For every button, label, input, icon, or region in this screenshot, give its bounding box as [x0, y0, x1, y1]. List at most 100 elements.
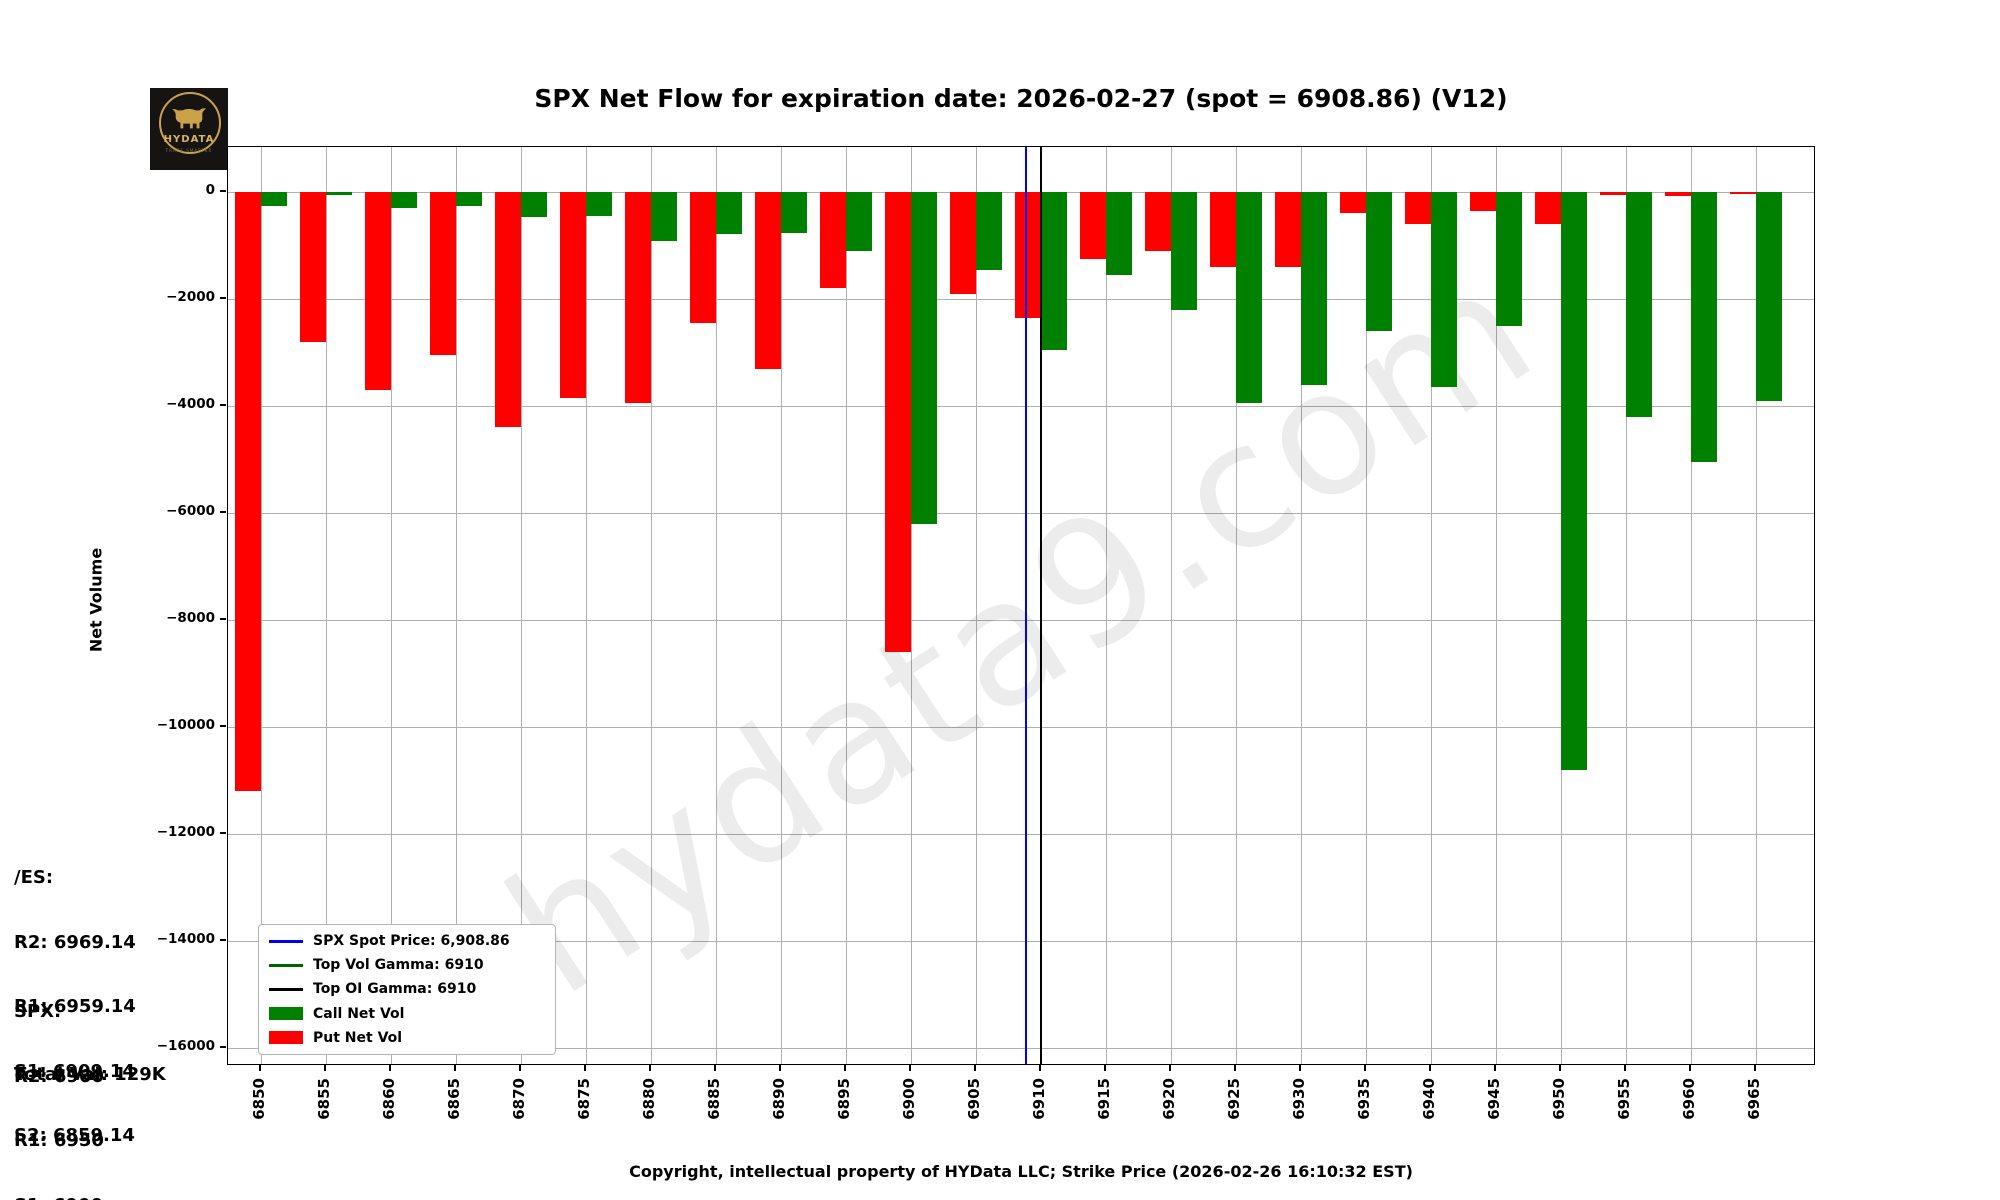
call-net-vol-patch-swatch	[269, 1007, 303, 1021]
x-tick-mark	[324, 1065, 326, 1071]
x-tick-label: 6905	[965, 1078, 983, 1120]
x-tick-label: 6885	[705, 1078, 723, 1120]
gridline-horizontal	[228, 512, 1814, 514]
gridline-vertical	[1495, 147, 1497, 1064]
x-tick-label: 6910	[1030, 1078, 1048, 1120]
put-net-vol-bar	[1080, 192, 1106, 259]
x-tick-label: 6890	[770, 1078, 788, 1120]
put-net-vol-bar	[495, 192, 521, 428]
legend-item-put-net-vol: Put Net Vol	[259, 1027, 555, 1049]
put-net-vol-bar	[1210, 192, 1236, 267]
chart-title: SPX Net Flow for expiration date: 2026-0…	[534, 84, 1508, 113]
hydata-logo: HYDATA TRADE SMARTER	[150, 88, 228, 170]
es-levels-panel: /ES: R2: 6969.14 R1: 6959.14 S1: 6909.14…	[14, 824, 136, 1190]
legend-label: Top OI Gamma: 6910	[313, 981, 477, 998]
gridline-vertical	[1690, 147, 1692, 1064]
copyright-x-axis-label: Copyright, intellectual property of HYDa…	[629, 1162, 1413, 1181]
x-tick-mark	[1169, 1065, 1171, 1071]
y-tick-mark	[220, 404, 226, 406]
put-net-vol-bar	[235, 192, 261, 792]
call-net-vol-bar	[586, 192, 612, 217]
gridline-vertical	[585, 147, 587, 1064]
put-net-vol-bar	[430, 192, 456, 356]
y-axis-title: Net Volume	[86, 547, 106, 653]
gridline-vertical	[390, 147, 392, 1064]
put-net-vol-bar	[690, 192, 716, 324]
gridline-vertical	[1300, 147, 1302, 1064]
call-net-vol-bar	[1106, 192, 1132, 275]
x-tick-label: 6855	[315, 1078, 333, 1120]
y-tick-label: −16000	[156, 1038, 215, 1054]
x-tick-mark	[844, 1065, 846, 1071]
gridline-horizontal	[228, 940, 1814, 942]
legend-label: Call Net Vol	[313, 1005, 405, 1022]
call-net-vol-bar	[521, 192, 547, 217]
y-tick-label: −8000	[166, 610, 215, 626]
y-tick-label: 0	[205, 182, 215, 198]
gridline-vertical	[715, 147, 717, 1064]
call-net-vol-bar	[1171, 192, 1197, 310]
call-net-vol-bar	[456, 192, 482, 206]
x-tick-mark	[1299, 1065, 1301, 1071]
es-r2: R2: 6969.14	[14, 931, 136, 953]
y-tick-label: −10000	[156, 717, 215, 733]
spx-levels-panel: SPX: R2: 6960 R1: 6950 S1: 6900 S2: 6850	[14, 958, 104, 1200]
y-tick-mark	[220, 725, 226, 727]
x-tick-label: 6850	[250, 1078, 268, 1120]
gridline-vertical	[1365, 147, 1367, 1064]
call-net-vol-bar	[391, 192, 417, 209]
x-tick-label: 6935	[1355, 1078, 1373, 1120]
y-tick-label: −4000	[166, 396, 215, 412]
x-tick-mark	[1039, 1065, 1041, 1071]
logo-sub-text: TRADE SMARTER	[165, 148, 213, 153]
gridline-horizontal	[228, 405, 1814, 407]
call-net-vol-bar	[651, 192, 677, 242]
y-tick-mark	[220, 939, 226, 941]
call-net-vol-bar	[1691, 192, 1717, 463]
top-vol-gamma-line-swatch	[269, 963, 303, 967]
call-net-vol-bar	[716, 192, 742, 235]
gridline-horizontal	[228, 619, 1814, 621]
x-tick-mark	[259, 1065, 261, 1071]
put-net-vol-bar	[1470, 192, 1496, 211]
put-net-vol-bar	[1275, 192, 1301, 267]
y-tick-mark	[220, 511, 226, 513]
put-net-vol-bar	[1600, 192, 1626, 196]
plot-area: hydata9.com	[227, 146, 1815, 1065]
gridline-vertical	[650, 147, 652, 1064]
x-tick-mark	[974, 1065, 976, 1071]
legend-item-call-net-vol: Call Net Vol	[259, 1003, 555, 1025]
es-s1: S1: 6909.14	[14, 1060, 135, 1082]
put-net-vol-bar	[1340, 192, 1366, 214]
x-tick-mark	[1559, 1065, 1561, 1071]
gridline-vertical	[975, 147, 977, 1064]
put-net-vol-bar	[1015, 192, 1041, 318]
y-tick-mark	[220, 297, 226, 299]
call-net-vol-bar	[1496, 192, 1522, 326]
x-tick-mark	[1754, 1065, 1756, 1071]
x-tick-mark	[714, 1065, 716, 1071]
put-net-vol-bar	[365, 192, 391, 390]
x-tick-label: 6930	[1290, 1078, 1308, 1120]
x-tick-label: 6920	[1160, 1078, 1178, 1120]
total-value-label: Total Val: 129K	[14, 1064, 166, 1085]
x-tick-mark	[454, 1065, 456, 1071]
gridline-vertical	[260, 147, 262, 1064]
put-net-vol-bar	[885, 192, 911, 653]
gridline-vertical	[325, 147, 327, 1064]
gridline-horizontal	[228, 1047, 1814, 1049]
es-heading: /ES:	[14, 867, 54, 888]
x-tick-label: 6860	[380, 1078, 398, 1120]
legend-label: Top Vol Gamma: 6910	[313, 957, 484, 974]
gridline-vertical	[780, 147, 782, 1064]
call-net-vol-bar	[261, 192, 287, 207]
call-net-vol-bar	[1626, 192, 1652, 417]
x-tick-label: 6955	[1615, 1078, 1633, 1120]
put-net-vol-bar	[950, 192, 976, 294]
call-net-vol-bar	[846, 192, 872, 251]
put-net-vol-bar	[755, 192, 781, 369]
es-s2: S2: 6859.14	[14, 1125, 135, 1146]
gridline-vertical	[1105, 147, 1107, 1064]
call-net-vol-bar	[911, 192, 937, 524]
